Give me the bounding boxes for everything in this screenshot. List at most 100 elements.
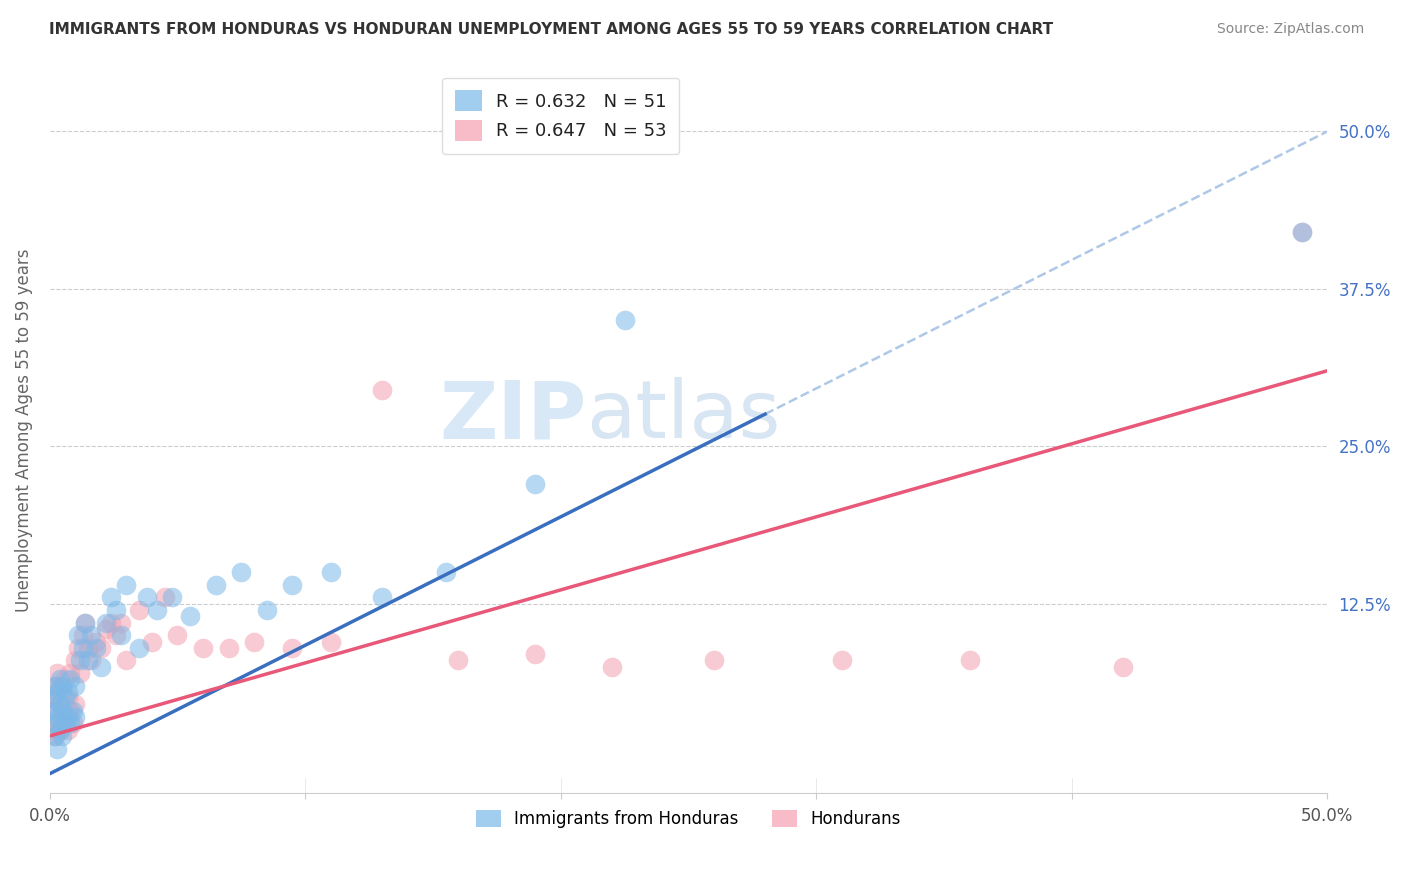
Point <box>105 628 128 642</box>
Point <box>59 666 82 681</box>
Point <box>231 566 253 580</box>
Point <box>75 615 97 630</box>
Point <box>77 640 100 655</box>
Point <box>524 477 547 491</box>
Point <box>84 640 107 655</box>
Point <box>41 691 63 706</box>
Point <box>51 685 73 699</box>
Point <box>53 710 76 724</box>
Point <box>135 591 157 605</box>
Point <box>53 716 76 731</box>
Point <box>84 634 107 648</box>
Point <box>49 679 72 693</box>
Point <box>69 653 91 667</box>
Point <box>447 653 470 667</box>
Point <box>41 691 63 706</box>
Point <box>179 609 201 624</box>
Point <box>703 653 725 667</box>
Point <box>600 659 623 673</box>
Point <box>100 615 122 630</box>
Point <box>371 383 394 397</box>
Point <box>166 628 188 642</box>
Point <box>434 566 457 580</box>
Point <box>51 716 73 731</box>
Point <box>115 653 138 667</box>
Point <box>62 716 84 731</box>
Point <box>110 628 132 642</box>
Point <box>46 716 69 731</box>
Point <box>959 653 981 667</box>
Point <box>319 566 342 580</box>
Point <box>44 704 66 718</box>
Point <box>63 710 86 724</box>
Point <box>51 729 73 743</box>
Point <box>46 710 69 724</box>
Point <box>53 691 76 706</box>
Point <box>90 659 112 673</box>
Point <box>79 628 101 642</box>
Point <box>49 723 72 737</box>
Point <box>56 710 79 724</box>
Point <box>44 729 66 743</box>
Point <box>51 704 73 718</box>
Point <box>72 640 94 655</box>
Point <box>110 615 132 630</box>
Point <box>63 698 86 712</box>
Text: ZIP: ZIP <box>439 377 586 455</box>
Point <box>94 622 117 636</box>
Point <box>49 673 72 687</box>
Point <box>77 653 100 667</box>
Point <box>281 640 304 655</box>
Point <box>1112 659 1135 673</box>
Point <box>41 716 63 731</box>
Point <box>94 615 117 630</box>
Point <box>1291 225 1313 239</box>
Point <box>46 691 69 706</box>
Point <box>90 640 112 655</box>
Point <box>44 679 66 693</box>
Point <box>72 628 94 642</box>
Point <box>59 716 82 731</box>
Point <box>56 723 79 737</box>
Point <box>49 698 72 712</box>
Point <box>243 634 266 648</box>
Text: Source: ZipAtlas.com: Source: ZipAtlas.com <box>1216 22 1364 37</box>
Point <box>524 647 547 661</box>
Point <box>105 603 128 617</box>
Point <box>41 723 63 737</box>
Point <box>128 640 150 655</box>
Point <box>59 704 82 718</box>
Point <box>79 653 101 667</box>
Point <box>831 653 853 667</box>
Point <box>218 640 240 655</box>
Point <box>44 679 66 693</box>
Point <box>1291 225 1313 239</box>
Point <box>62 704 84 718</box>
Point <box>128 603 150 617</box>
Point <box>281 578 304 592</box>
Point <box>319 634 342 648</box>
Point <box>59 673 82 687</box>
Point <box>115 578 138 592</box>
Point <box>63 679 86 693</box>
Point <box>56 691 79 706</box>
Y-axis label: Unemployment Among Ages 55 to 59 years: Unemployment Among Ages 55 to 59 years <box>15 249 32 612</box>
Point <box>66 640 89 655</box>
Text: IMMIGRANTS FROM HONDURAS VS HONDURAN UNEMPLOYMENT AMONG AGES 55 TO 59 YEARS CORR: IMMIGRANTS FROM HONDURAS VS HONDURAN UNE… <box>49 22 1053 37</box>
Point <box>162 591 184 605</box>
Point <box>141 634 163 648</box>
Point <box>66 628 89 642</box>
Point <box>49 723 72 737</box>
Point <box>44 729 66 743</box>
Point <box>46 685 69 699</box>
Point <box>146 603 169 617</box>
Point <box>49 698 72 712</box>
Point <box>613 313 636 327</box>
Point <box>63 653 86 667</box>
Point <box>191 640 214 655</box>
Legend: Immigrants from Honduras, Hondurans: Immigrants from Honduras, Hondurans <box>470 804 907 835</box>
Point <box>56 685 79 699</box>
Point <box>46 666 69 681</box>
Point <box>53 673 76 687</box>
Point <box>51 679 73 693</box>
